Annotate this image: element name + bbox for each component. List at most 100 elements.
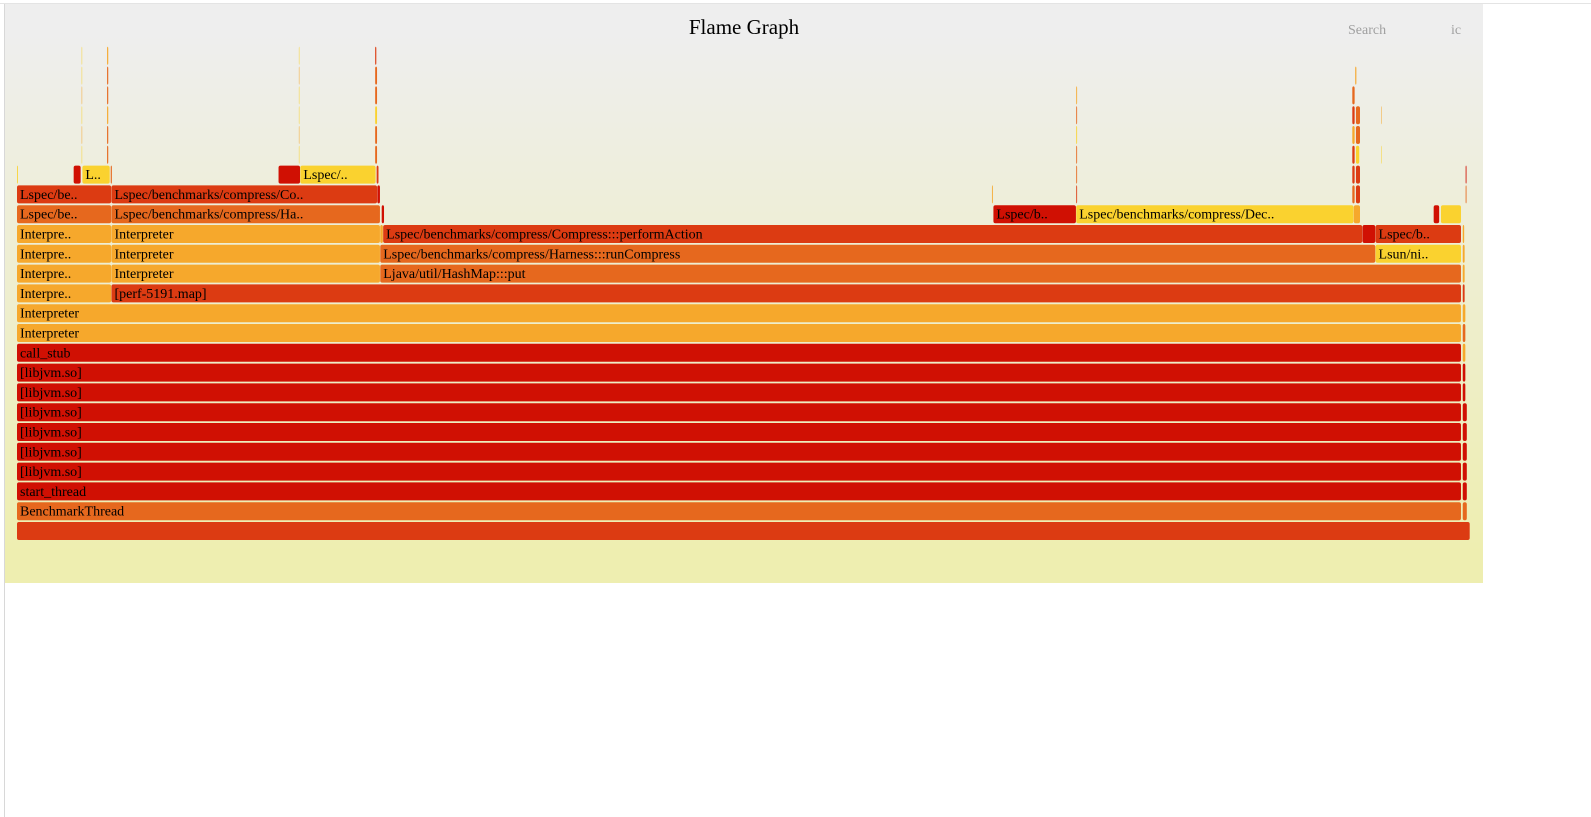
frame-rect[interactable] — [1076, 205, 1354, 224]
frame-rect[interactable] — [1465, 185, 1467, 204]
frame[interactable]: Interpreter — [17, 304, 1461, 323]
frame-rect[interactable] — [1381, 145, 1382, 164]
frame-rect[interactable] — [107, 46, 109, 65]
frame-rect[interactable] — [298, 106, 300, 125]
frame[interactable] — [1076, 145, 1078, 164]
frame-rect[interactable] — [17, 383, 1461, 402]
frame-rect[interactable] — [1076, 185, 1078, 204]
frame[interactable] — [1462, 502, 1467, 521]
frame-rect[interactable] — [81, 46, 83, 65]
frame[interactable] — [298, 106, 300, 125]
frame[interactable] — [1362, 225, 1376, 243]
frame[interactable] — [1462, 264, 1465, 283]
frame[interactable]: L.. — [82, 165, 110, 184]
frame-rect[interactable] — [1355, 66, 1357, 85]
frame[interactable] — [298, 126, 300, 144]
frame[interactable]: Interpre.. — [17, 225, 112, 243]
frame[interactable] — [1355, 145, 1360, 164]
frame-rect[interactable] — [17, 244, 112, 263]
frame-rect[interactable] — [376, 165, 379, 184]
frame-rect[interactable] — [17, 522, 1470, 540]
frame[interactable] — [1381, 106, 1382, 125]
frame[interactable] — [1352, 145, 1355, 164]
frame[interactable]: Lspec/.. — [300, 165, 376, 184]
frame-rect[interactable] — [107, 86, 109, 105]
frame-rect[interactable] — [1352, 165, 1355, 184]
search-button[interactable]: Search — [1348, 23, 1386, 38]
frame-rect[interactable] — [17, 284, 112, 303]
frame[interactable] — [1462, 403, 1467, 422]
frame[interactable] — [1462, 482, 1467, 501]
frame[interactable] — [298, 66, 300, 85]
frame[interactable] — [1076, 126, 1078, 144]
frame[interactable] — [1076, 106, 1078, 125]
frame-rect[interactable] — [1355, 126, 1360, 144]
frame-rect[interactable] — [1462, 324, 1466, 342]
frame-rect[interactable] — [17, 442, 1461, 461]
frame[interactable] — [110, 165, 112, 184]
frame-rect[interactable] — [1462, 284, 1465, 303]
frame[interactable] — [1462, 462, 1467, 481]
frame[interactable] — [1462, 343, 1466, 362]
frame[interactable] — [1462, 244, 1465, 263]
frame-rect[interactable] — [1462, 403, 1467, 422]
frame-rect[interactable] — [17, 185, 112, 204]
frame[interactable] — [1381, 145, 1382, 164]
frame[interactable] — [1462, 442, 1467, 461]
frame-rect[interactable] — [82, 165, 110, 184]
frame-rect[interactable] — [17, 304, 1461, 323]
frame-rect[interactable] — [1462, 264, 1465, 283]
frame[interactable]: Interpreter — [111, 225, 380, 243]
frame-rect[interactable] — [298, 66, 300, 85]
frame-rect[interactable] — [73, 165, 81, 184]
frame[interactable] — [381, 205, 385, 224]
frame[interactable] — [1353, 205, 1360, 224]
frame[interactable]: [perf-5191.map] — [111, 284, 1461, 303]
frame-rect[interactable] — [1076, 86, 1078, 105]
frame[interactable]: Lspec/benchmarks/compress/Co.. — [111, 185, 378, 204]
frame-rect[interactable] — [278, 165, 301, 184]
frame-rect[interactable] — [81, 126, 83, 144]
frame-rect[interactable] — [17, 502, 1461, 521]
frame-rect[interactable] — [375, 86, 378, 105]
frame[interactable]: Lspec/b.. — [1375, 225, 1461, 243]
frame-rect[interactable] — [17, 324, 1461, 342]
frame-rect[interactable] — [1462, 502, 1467, 521]
frame-rect[interactable] — [111, 185, 378, 204]
frame[interactable]: [libjvm.so] — [17, 462, 1461, 481]
frame[interactable] — [81, 106, 83, 125]
frame-rect[interactable] — [17, 403, 1461, 422]
frame-rect[interactable] — [107, 126, 109, 144]
frame[interactable]: call_stub — [17, 343, 1461, 362]
frame[interactable] — [1462, 324, 1466, 342]
frame-rect[interactable] — [375, 106, 378, 125]
frame-rect[interactable] — [381, 205, 385, 224]
frame[interactable] — [375, 126, 378, 144]
frame[interactable] — [298, 86, 300, 105]
frame-rect[interactable] — [107, 66, 109, 85]
frame-rect[interactable] — [81, 106, 83, 125]
frame[interactable]: Interpreter — [17, 324, 1461, 342]
frame-rect[interactable] — [1381, 106, 1382, 125]
frame[interactable] — [81, 86, 83, 105]
frame[interactable]: Interpre.. — [17, 244, 112, 263]
frame[interactable] — [1440, 205, 1461, 224]
frame[interactable]: Ljava/util/HashMap:::put — [380, 264, 1461, 283]
frame[interactable] — [1355, 106, 1360, 125]
frame[interactable] — [1352, 126, 1355, 144]
frame-rect[interactable] — [1462, 442, 1467, 461]
frame-rect[interactable] — [17, 482, 1461, 501]
frame[interactable] — [1352, 185, 1355, 204]
frame[interactable]: Lspec/be.. — [17, 205, 112, 224]
frame-rect[interactable] — [298, 86, 300, 105]
frame[interactable] — [298, 145, 300, 164]
frame[interactable] — [81, 66, 83, 85]
frame[interactable] — [81, 46, 83, 65]
frame-rect[interactable] — [1362, 225, 1376, 243]
frame-rect[interactable] — [17, 264, 112, 283]
frame[interactable] — [1462, 304, 1466, 323]
frame[interactable] — [377, 185, 380, 204]
frame[interactable] — [991, 185, 993, 204]
frame[interactable] — [107, 106, 109, 125]
frame[interactable] — [1352, 106, 1355, 125]
